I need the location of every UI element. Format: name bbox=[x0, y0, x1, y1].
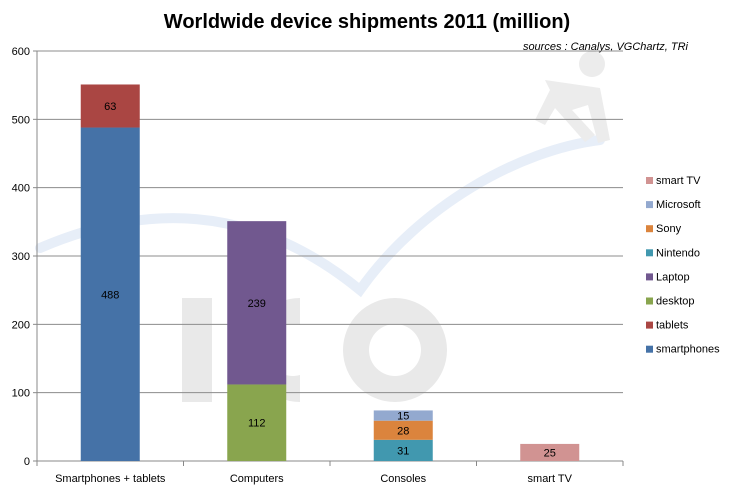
bar-segment-smart-tv bbox=[520, 443, 580, 461]
y-tick-label: 200 bbox=[12, 319, 30, 331]
legend: smart TV Microsoft Sony Nintendo Laptop deskt… bbox=[646, 175, 720, 356]
legend-label: Microsoft bbox=[656, 199, 701, 211]
data-label: 488 bbox=[101, 289, 119, 301]
legend-swatch bbox=[646, 225, 653, 233]
runner-icon bbox=[535, 51, 610, 143]
bar-segment-nintendo bbox=[373, 439, 433, 461]
legend-swatch bbox=[646, 345, 653, 353]
bar-segment-laptop bbox=[227, 221, 287, 385]
legend-label: smart TV bbox=[656, 175, 701, 187]
x-tick-label: Computers bbox=[230, 473, 284, 485]
x-axis: Smartphones + tablets Computers Consoles sm… bbox=[36, 461, 624, 485]
y-axis: 0 100 200 300 400 500 600 bbox=[12, 46, 38, 468]
x-tick-label: smart TV bbox=[528, 473, 573, 485]
legend-label: desktop bbox=[656, 296, 695, 308]
legend-swatch bbox=[646, 297, 653, 305]
watermark-letters bbox=[182, 298, 447, 402]
bar-segment-sony bbox=[373, 420, 433, 440]
x-tick-label: Smartphones + tablets bbox=[55, 473, 166, 485]
legend-swatch bbox=[646, 201, 653, 209]
y-tick-label: 100 bbox=[12, 388, 30, 400]
legend-swatch bbox=[646, 249, 653, 257]
legend-label: tablets bbox=[656, 320, 689, 332]
data-label: 28 bbox=[397, 425, 409, 437]
y-tick-label: 0 bbox=[24, 456, 30, 468]
legend-swatch bbox=[646, 273, 653, 281]
y-tick-label: 600 bbox=[12, 46, 30, 58]
legend-label: Nintendo bbox=[656, 247, 700, 259]
data-label: 15 bbox=[397, 411, 409, 423]
legend-label: Sony bbox=[656, 223, 682, 235]
bar-segment-tablets bbox=[80, 84, 140, 128]
source-note: sources : Canalys, VGChartz, TRi bbox=[523, 41, 689, 53]
bars: 488 63 112 239 31 28 15 25 bbox=[80, 84, 580, 462]
legend-swatch bbox=[646, 321, 653, 329]
y-tick-label: 400 bbox=[12, 183, 30, 195]
y-tick-label: 300 bbox=[12, 251, 30, 263]
chart-title: Worldwide device shipments 2011 (million… bbox=[164, 11, 570, 33]
data-label: 239 bbox=[248, 298, 266, 310]
data-label: 112 bbox=[248, 418, 266, 430]
x-tick-label: Consoles bbox=[380, 473, 426, 485]
data-label: 63 bbox=[104, 101, 116, 113]
y-tick-label: 500 bbox=[12, 114, 30, 126]
legend-swatch bbox=[646, 177, 653, 184]
legend-label: smartphones bbox=[656, 344, 720, 356]
data-label: 25 bbox=[544, 447, 556, 459]
bar-segment-desktop bbox=[227, 384, 287, 461]
data-label: 31 bbox=[397, 445, 409, 457]
bar-segment-microsoft bbox=[373, 410, 433, 421]
legend-label: Laptop bbox=[656, 271, 690, 283]
bar-segment-smartphones bbox=[80, 127, 140, 462]
